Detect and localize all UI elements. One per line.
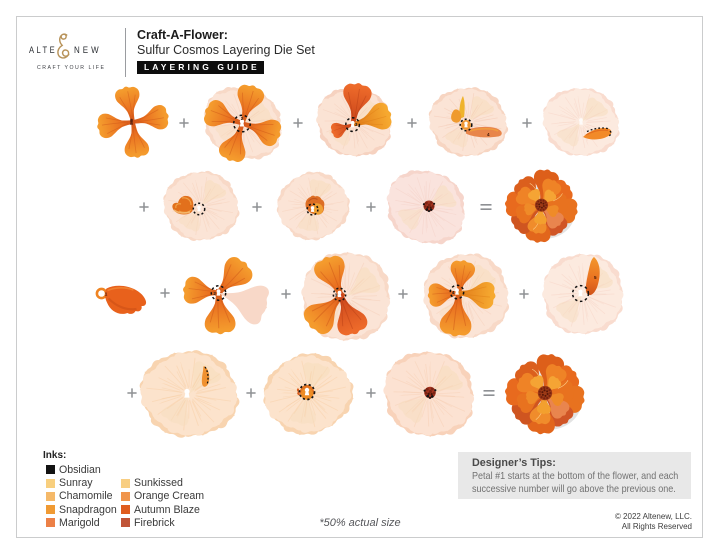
- svg-text:2: 2: [213, 291, 216, 296]
- svg-text:3: 3: [355, 122, 358, 127]
- svg-text:4: 4: [487, 132, 490, 137]
- svg-text:4: 4: [452, 290, 455, 295]
- svg-text:2: 2: [241, 116, 244, 121]
- svg-text:1: 1: [105, 292, 108, 297]
- svg-text:3: 3: [335, 292, 338, 297]
- svg-text:5: 5: [594, 275, 597, 280]
